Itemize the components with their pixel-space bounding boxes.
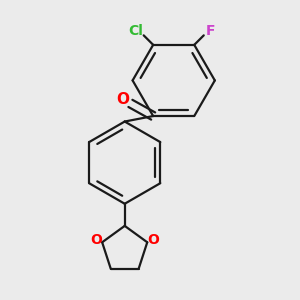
Text: F: F xyxy=(205,24,215,38)
Text: O: O xyxy=(90,233,102,247)
Text: O: O xyxy=(117,92,130,107)
Text: Cl: Cl xyxy=(128,24,143,38)
Text: O: O xyxy=(148,233,160,247)
